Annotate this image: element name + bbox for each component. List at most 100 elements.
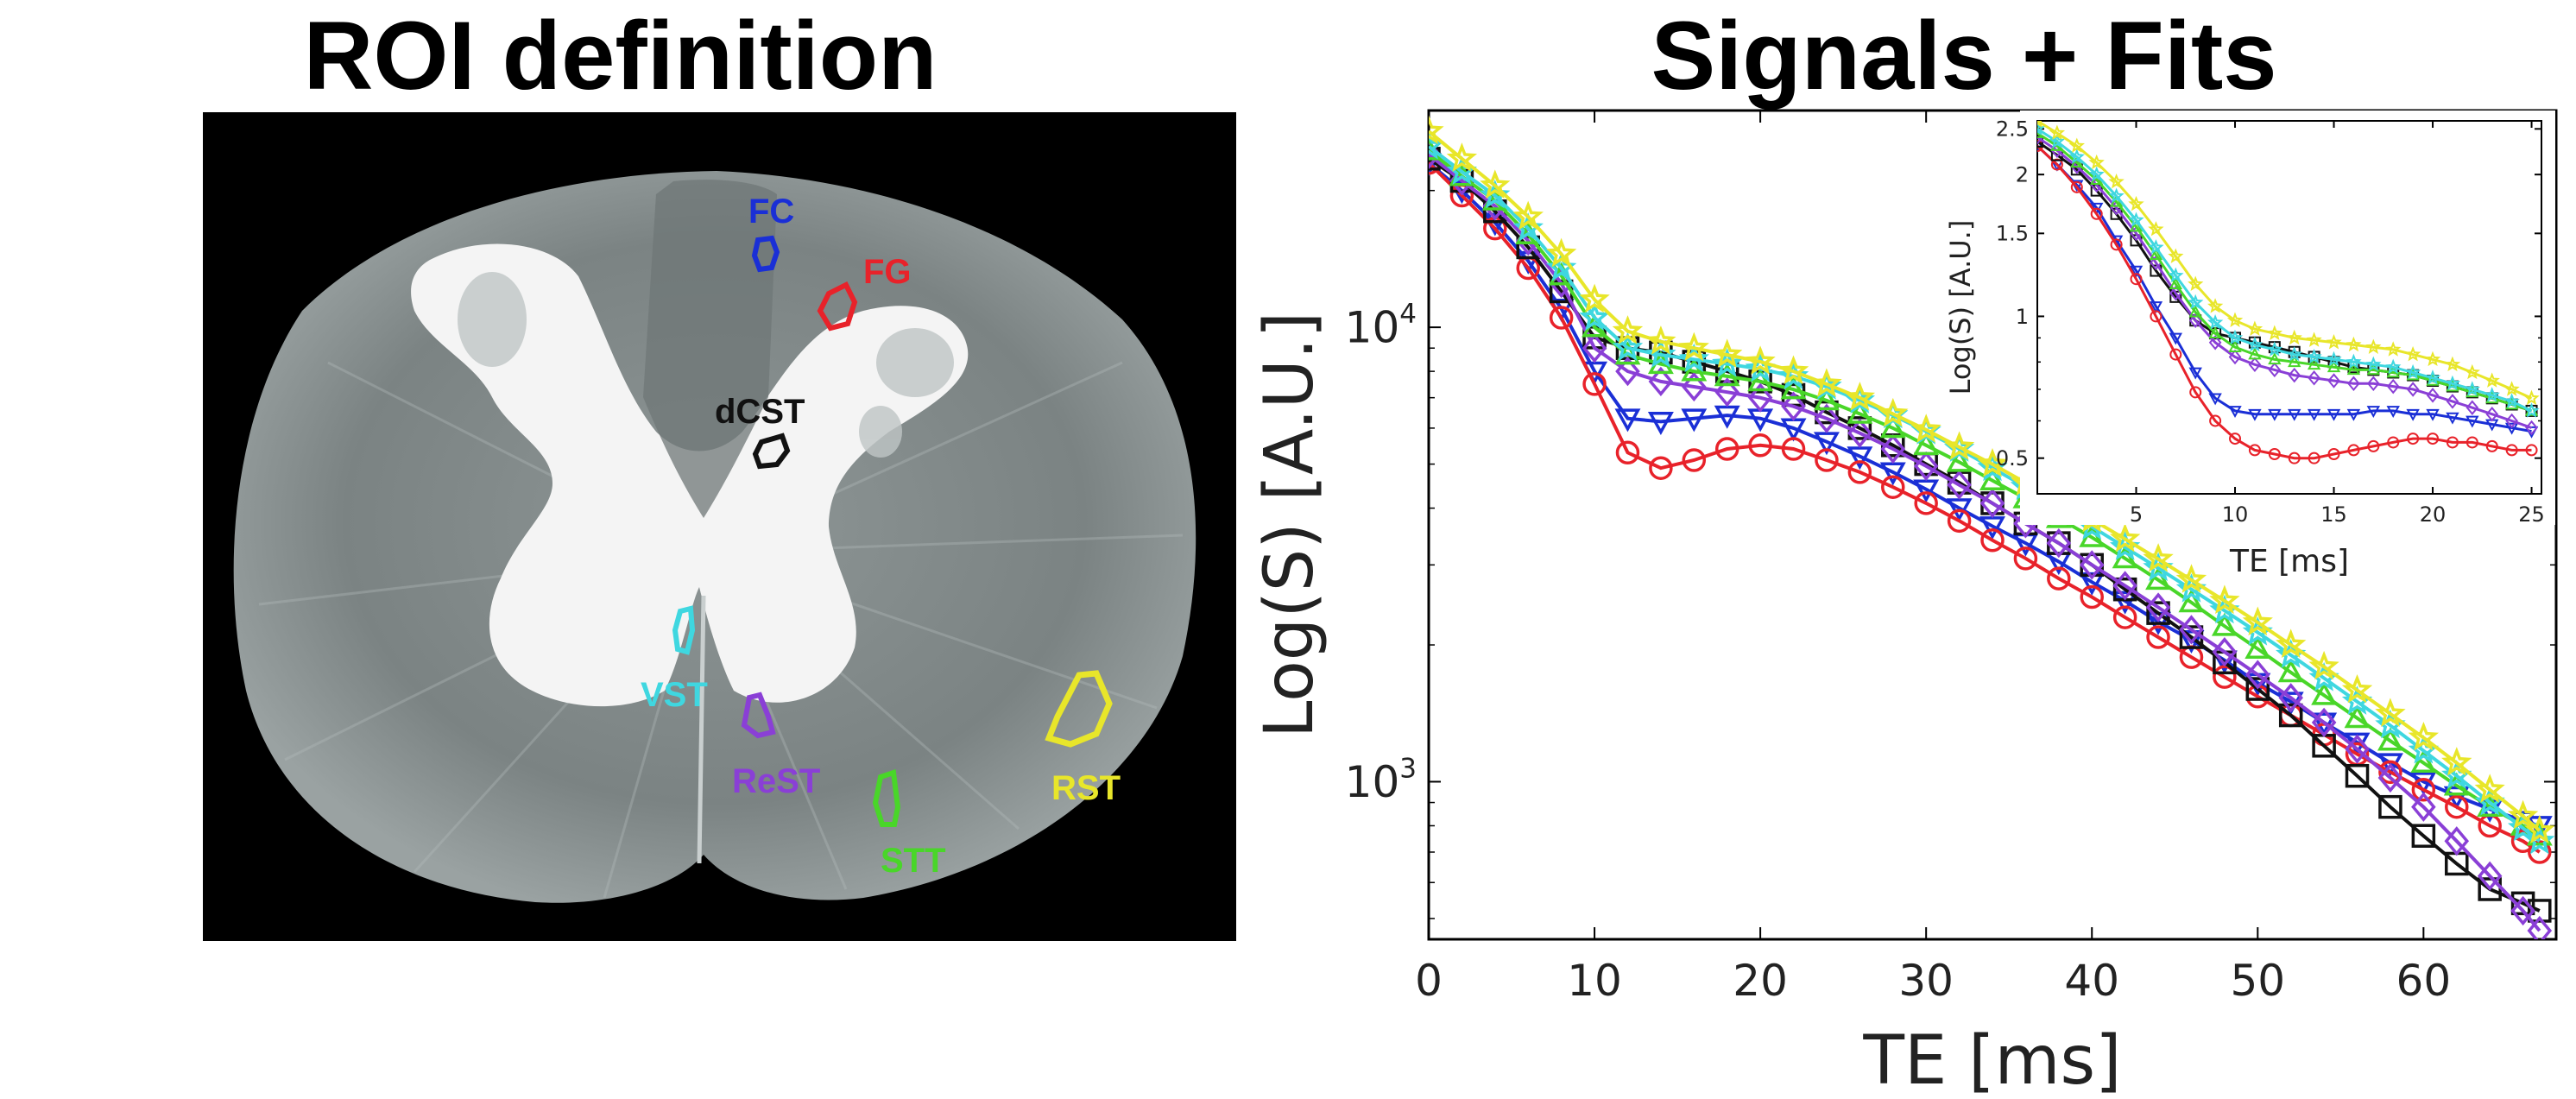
- main-point-rst: [2276, 628, 2307, 659]
- inset-point-rest: [2268, 362, 2282, 378]
- main-series-layer: [1429, 115, 2555, 939]
- main-point-fc: [2410, 772, 2437, 796]
- main-point-fg: [1881, 475, 1905, 499]
- inset-point-fg: [2505, 444, 2518, 457]
- main-point-fc: [1614, 408, 1641, 433]
- inset-point-fc: [2248, 408, 2262, 421]
- main-point-rst: [2143, 543, 2174, 572]
- inset-point-fg: [2189, 386, 2202, 399]
- inset-point-fg: [2110, 238, 2123, 251]
- inset-point-vst: [2405, 363, 2421, 380]
- inset-point-fc: [2346, 408, 2361, 421]
- main-y-tick-label: 103: [1345, 753, 1417, 807]
- inset-point-rst: [2424, 351, 2441, 367]
- inset-point-fc: [2169, 332, 2183, 345]
- inset-series-layer: [2037, 121, 2540, 464]
- main-point-stt: [1747, 368, 1774, 392]
- roi-label-rst: RST: [1051, 769, 1121, 807]
- inset-point-rest: [2426, 388, 2440, 403]
- roi-fg-outline: [817, 281, 858, 332]
- inset-point-fg: [2090, 207, 2103, 220]
- inset-point-rest: [2228, 349, 2242, 365]
- inset-point-stt: [2307, 357, 2321, 370]
- roi-vst-outline: [672, 605, 696, 655]
- main-point-rest: [1682, 371, 1707, 402]
- main-point-fg: [2445, 794, 2469, 819]
- main-point-fg: [2528, 840, 2552, 864]
- main-point-rest: [1714, 377, 1739, 407]
- inset-x-tick-label: 5: [2130, 502, 2143, 527]
- main-point-rst: [1844, 382, 1876, 411]
- main-point-fc: [1913, 479, 1940, 503]
- main-point-fg: [1914, 491, 1938, 515]
- main-point-vst: [2524, 824, 2555, 855]
- main-point-stt: [1681, 357, 1708, 382]
- main-point-rest: [1615, 357, 1640, 387]
- inset-point-rst: [2088, 154, 2105, 170]
- main-y-tick-base: 10: [1345, 757, 1400, 807]
- inset-point-fc: [2188, 367, 2202, 380]
- inset-point-vst: [2306, 348, 2322, 364]
- roi-label-fg: FG: [863, 253, 912, 291]
- inset-y-tick-label: 1: [2016, 305, 2029, 329]
- inset-point-vst: [2484, 387, 2500, 402]
- ventral-fissure: [697, 595, 706, 864]
- inset-y-tick-label: 0.5: [1996, 446, 2029, 471]
- inset-point-rst: [2226, 312, 2244, 328]
- main-point-vst: [1579, 301, 1610, 331]
- inset-plot-frame: [2036, 120, 2542, 495]
- inset-point-rest: [2327, 373, 2340, 388]
- main-point-fg: [2013, 546, 2038, 571]
- inset-point-rest: [2406, 382, 2420, 397]
- main-x-tick-label: 10: [1567, 956, 1622, 1006]
- main-point-rst: [1910, 414, 1941, 443]
- main-point-stt: [2344, 704, 2371, 729]
- inset-point-vst: [2246, 336, 2263, 352]
- chart-panel-title: Signals + Fits: [1651, 2, 2277, 110]
- main-point-rest: [2245, 660, 2270, 690]
- inset-y-axis-label: Log(S) [A.U.]: [1944, 220, 1977, 395]
- main-point-rest: [2377, 762, 2403, 793]
- main-point-fg: [1549, 306, 1574, 330]
- main-point-fc: [1647, 412, 1674, 436]
- main-x-tick-label: 40: [2064, 956, 2119, 1006]
- inset-point-fg: [2327, 447, 2340, 460]
- main-point-dcst: [2345, 763, 2370, 788]
- roi-label-fc: FC: [748, 193, 794, 231]
- main-point-fg: [1980, 527, 2005, 553]
- inset-point-rst: [2484, 372, 2500, 388]
- main-point-rst: [2242, 606, 2273, 636]
- inset-point-vst: [2286, 345, 2302, 362]
- inset-point-stt: [2169, 277, 2183, 290]
- main-point-fg: [1682, 448, 1707, 472]
- inset-point-rst: [2503, 381, 2520, 396]
- main-point-stt: [1847, 400, 1873, 424]
- main-point-rst: [2474, 774, 2505, 803]
- main-point-rst: [1745, 345, 1776, 375]
- inset-point-rst: [2523, 389, 2540, 406]
- inset-point-fc: [2426, 408, 2440, 421]
- inset-point-rest: [2288, 367, 2301, 383]
- main-point-stt: [2277, 659, 2304, 683]
- main-point-stt: [2145, 566, 2172, 591]
- main-x-tick-label: 50: [2230, 956, 2285, 1006]
- main-point-rst: [2507, 799, 2539, 830]
- main-x-axis-label: TE [ms]: [1862, 1022, 2121, 1099]
- main-point-stt: [2211, 612, 2238, 636]
- main-x-tick-label: 0: [1415, 956, 1443, 1006]
- main-point-dcst: [2411, 824, 2436, 848]
- inset-point-fg: [2209, 414, 2222, 427]
- inset-point-vst: [2207, 313, 2224, 330]
- inset-point-vst: [2444, 375, 2461, 391]
- inset-point-rst: [2266, 325, 2283, 341]
- main-point-vst: [1645, 338, 1676, 368]
- main-point-stt: [1780, 376, 1807, 400]
- mri-image: FC FG dCST VST ReST RST STT: [203, 112, 1236, 941]
- inset-point-fc: [2327, 408, 2341, 421]
- main-point-vst: [1678, 343, 1709, 373]
- main-point-stt: [2377, 727, 2403, 751]
- main-point-stt: [1913, 432, 1940, 456]
- main-point-rest: [1947, 470, 1972, 500]
- inset-point-stt: [2149, 248, 2163, 261]
- main-point-stt: [1879, 414, 1906, 439]
